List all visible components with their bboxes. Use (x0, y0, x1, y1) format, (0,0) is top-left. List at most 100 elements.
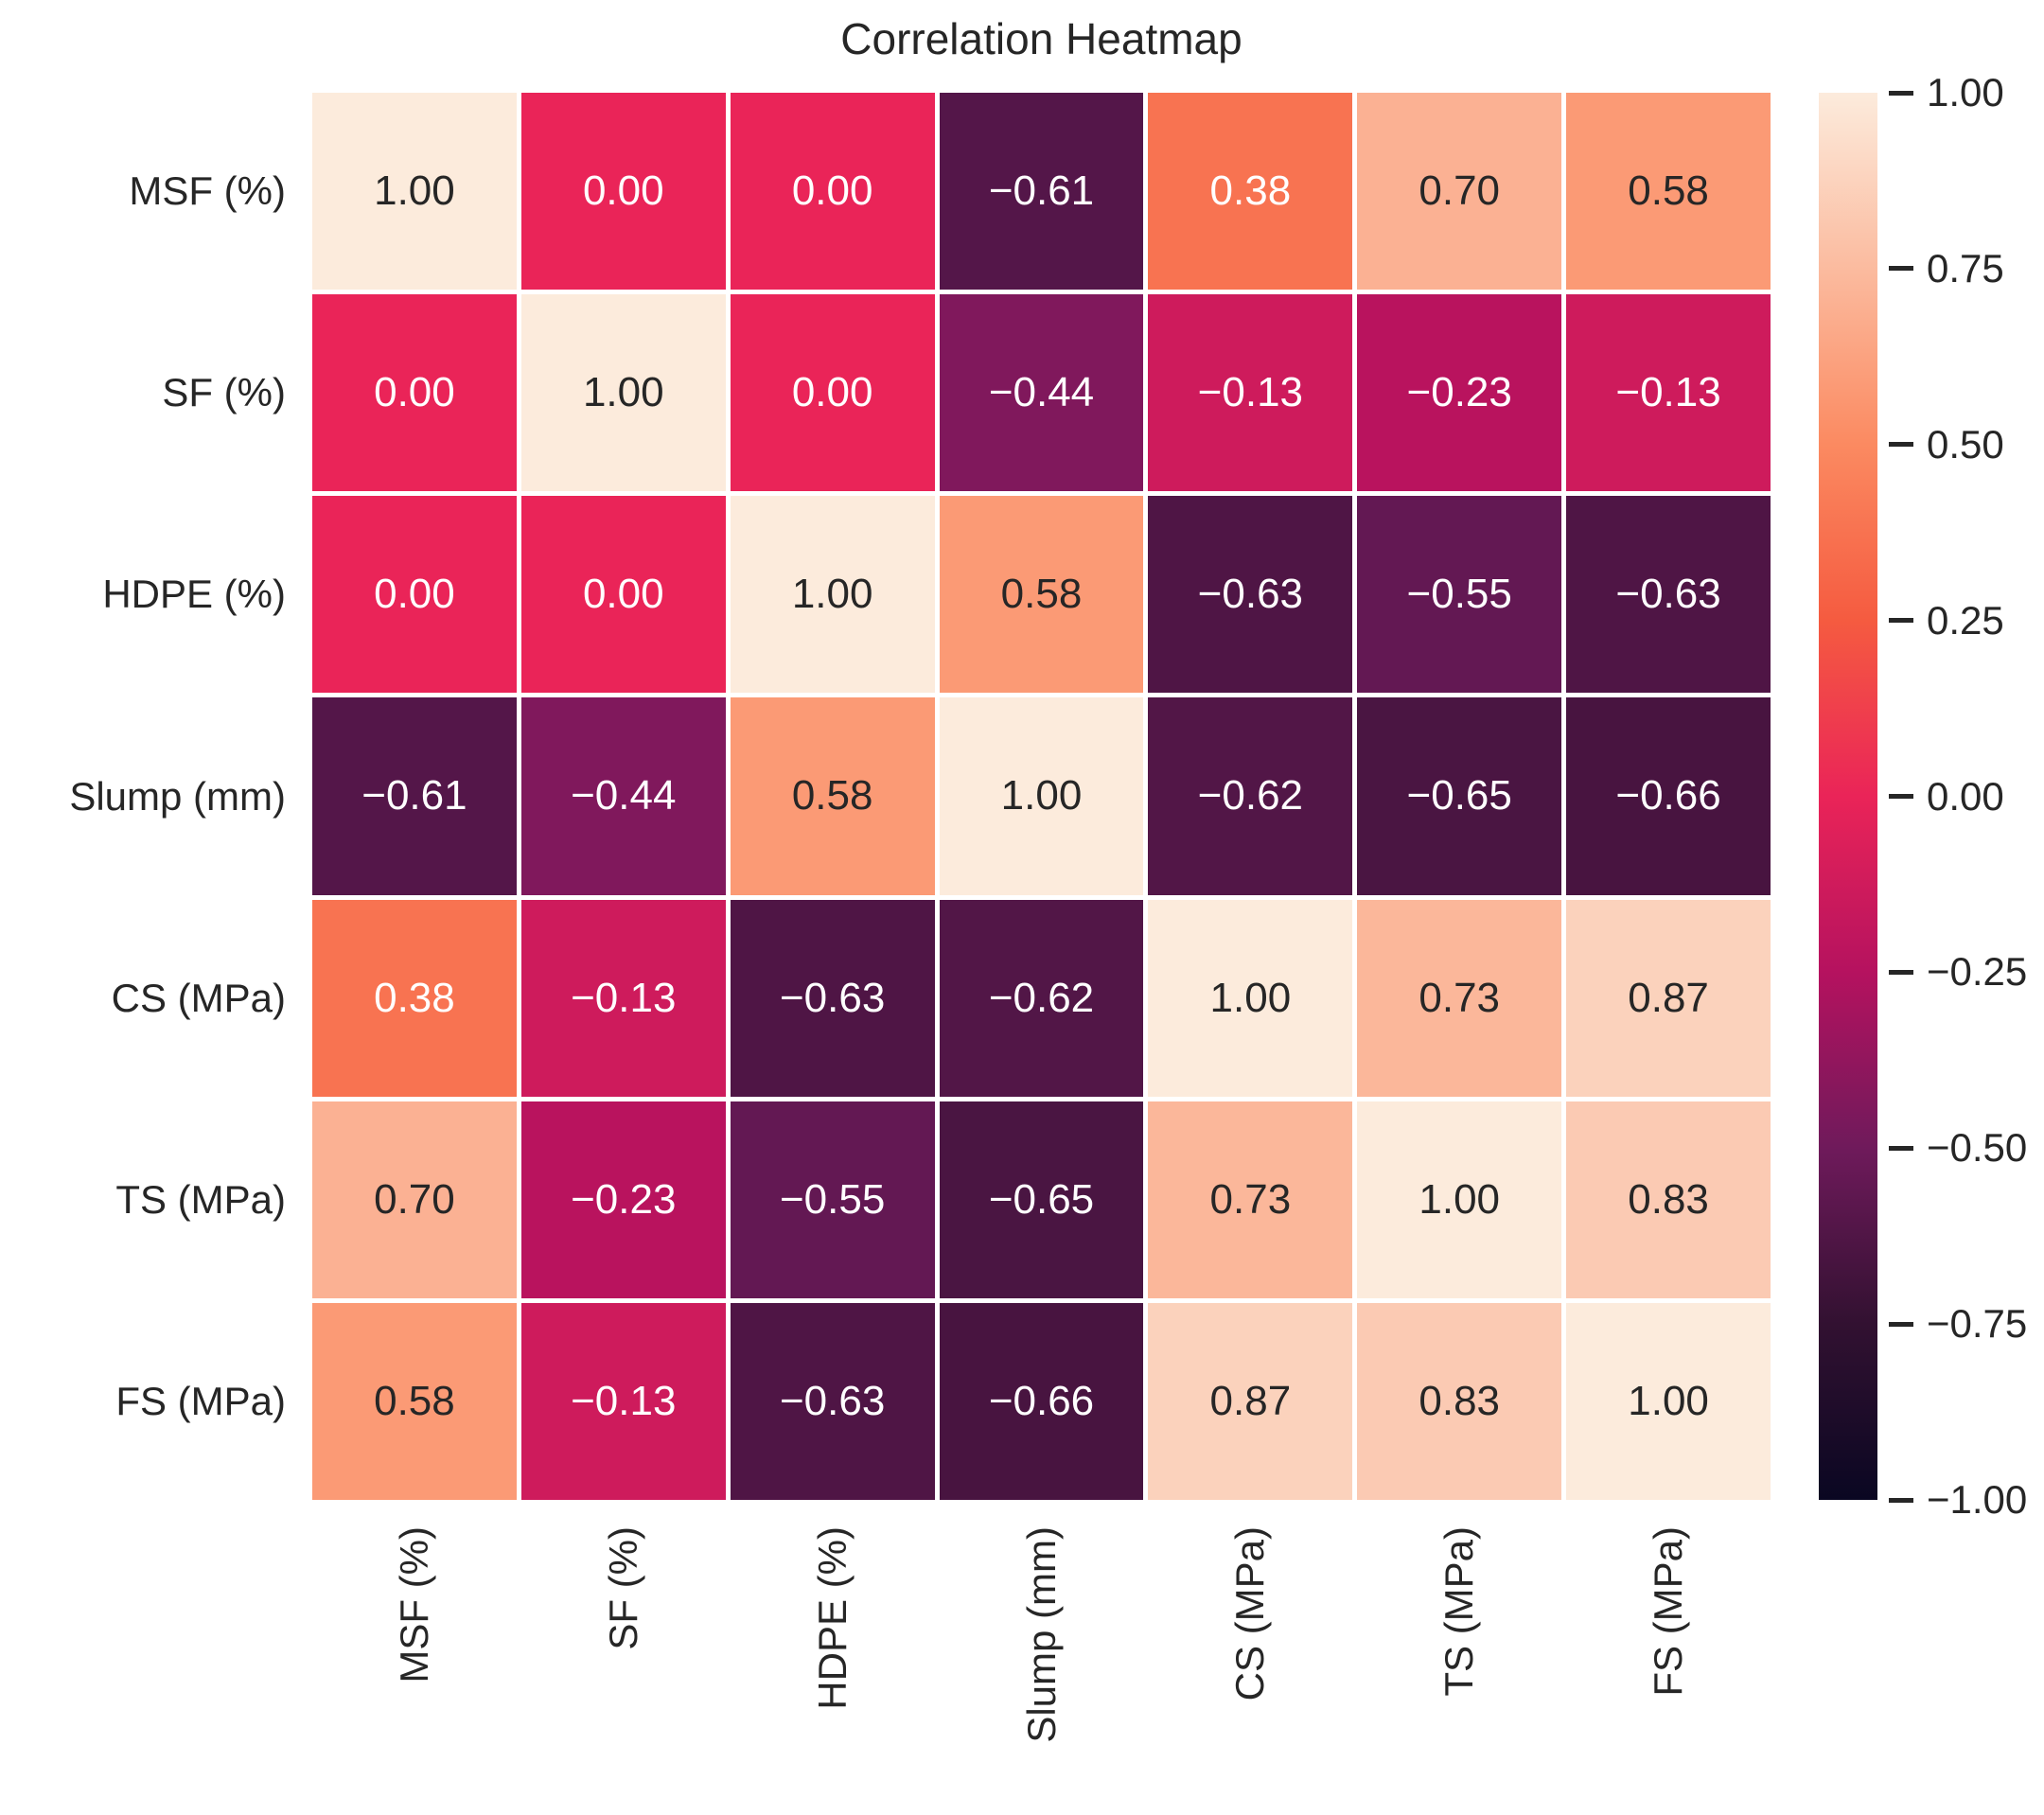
heatmap-cell: 0.73 (1357, 899, 1562, 1097)
cell-value: 0.83 (1628, 1175, 1709, 1223)
heatmap-cell: 1.00 (939, 697, 1144, 895)
heatmap-cell: 0.38 (1148, 93, 1353, 291)
x-tick-label: TS (MPa) (1436, 1526, 1482, 1697)
heatmap-cell: −0.13 (520, 899, 726, 1097)
cell-value: 0.00 (791, 369, 873, 416)
heatmap-cell: 0.83 (1566, 1101, 1771, 1298)
cell-value: −0.44 (571, 772, 677, 819)
heatmap-cell: −0.61 (939, 93, 1144, 291)
colorbar-tick-mark (1889, 1497, 1913, 1503)
heatmap-cell: −0.65 (939, 1101, 1144, 1298)
cell-value: −0.62 (988, 974, 1095, 1021)
heatmap-cell: 0.00 (520, 496, 726, 694)
colorbar-tick-mark (1889, 794, 1913, 799)
colorbar-tick-mark (1889, 442, 1913, 448)
cell-value: −0.63 (779, 974, 886, 1021)
cell-value: 0.87 (1209, 1377, 1292, 1424)
cell-value: −0.13 (571, 974, 677, 1021)
cell-value: −0.66 (988, 1377, 1095, 1424)
heatmap-cell: 0.00 (730, 294, 935, 492)
heatmap-cell: 0.00 (520, 93, 726, 291)
heatmap-cell: 1.00 (312, 93, 517, 291)
heatmap-cell: −0.62 (1148, 697, 1353, 895)
heatmap-cell: 1.00 (730, 496, 935, 694)
colorbar-tick-mark (1889, 1145, 1913, 1151)
cell-value: 0.83 (1418, 1377, 1501, 1424)
cell-value: 0.58 (1000, 571, 1083, 618)
heatmap-cell: −0.61 (312, 697, 517, 895)
y-tick-label: MSF (%) (129, 168, 286, 214)
cell-value: −0.63 (1615, 571, 1721, 618)
heatmap-cell: −0.13 (1148, 294, 1353, 492)
heatmap-cell: 0.73 (1148, 1101, 1353, 1298)
x-tick-label: SF (%) (600, 1526, 645, 1650)
colorbar-tick-label: 1.00 (1927, 70, 2004, 115)
heatmap-cell: −0.23 (1357, 294, 1562, 492)
cell-value: 0.70 (374, 1175, 455, 1223)
colorbar-tick-mark (1889, 266, 1913, 272)
heatmap-cell: −0.13 (520, 1302, 726, 1500)
heatmap-cell: −0.63 (730, 899, 935, 1097)
colorbar-tick-label: −1.00 (1927, 1477, 2028, 1522)
heatmap-cell: 0.58 (939, 496, 1144, 694)
cell-value: −0.63 (1197, 571, 1304, 618)
y-tick-label: Slump (mm) (69, 773, 286, 819)
cell-value: 1.00 (1000, 772, 1083, 819)
colorbar-tick-mark (1889, 1321, 1913, 1327)
heatmap-cell: 0.00 (730, 93, 935, 291)
y-tick-label: CS (MPa) (111, 975, 286, 1020)
x-tick-label: CS (MPa) (1227, 1526, 1273, 1701)
cell-value: 1.00 (791, 571, 873, 618)
heatmap-cell: 0.58 (1566, 93, 1771, 291)
cell-value: −0.65 (1406, 772, 1512, 819)
cell-value: 1.00 (1628, 1377, 1709, 1424)
heatmap-cell: 0.58 (730, 697, 935, 895)
heatmap-cell: −0.44 (520, 697, 726, 895)
cell-value: 0.38 (1209, 167, 1292, 215)
colorbar-tick-label: −0.25 (1927, 949, 2028, 995)
cell-value: −0.13 (1197, 369, 1304, 416)
colorbar-tick-mark (1889, 618, 1913, 624)
cell-value: 0.00 (791, 167, 873, 215)
cell-value: 1.00 (582, 369, 664, 416)
heatmap-cell: −0.55 (1357, 496, 1562, 694)
colorbar-tick-label: 0.75 (1927, 245, 2004, 291)
heatmap-cell: 1.00 (1148, 899, 1353, 1097)
heatmap-cell: 0.83 (1357, 1302, 1562, 1500)
y-tick-label: SF (%) (162, 370, 286, 415)
cell-value: −0.13 (1615, 369, 1721, 416)
heatmap-cell: −0.44 (939, 294, 1144, 492)
cell-value: 0.58 (1628, 167, 1709, 215)
cell-value: −0.44 (988, 369, 1095, 416)
cell-value: 0.58 (791, 772, 873, 819)
cell-value: 1.00 (1418, 1175, 1501, 1223)
colorbar-tick-label: −0.75 (1927, 1301, 2028, 1347)
heatmap-cell: 0.00 (312, 496, 517, 694)
heatmap-cell: −0.62 (939, 899, 1144, 1097)
cell-value: −0.13 (571, 1377, 677, 1424)
heatmap-cell: 1.00 (1566, 1302, 1771, 1500)
heatmap-cell: −0.13 (1566, 294, 1771, 492)
cell-value: 1.00 (374, 167, 455, 215)
cell-value: −0.55 (1406, 571, 1512, 618)
cell-value: −0.61 (361, 772, 467, 819)
heatmap-cell: −0.66 (939, 1302, 1144, 1500)
x-tick-label: FS (MPa) (1646, 1526, 1691, 1697)
heatmap-cell: 0.87 (1566, 899, 1771, 1097)
x-tick-label: Slump (mm) (1018, 1526, 1064, 1743)
cell-value: 0.87 (1628, 974, 1709, 1021)
x-tick-label: MSF (%) (391, 1526, 436, 1683)
heatmap-cell: 0.70 (1357, 93, 1562, 291)
cell-value: −0.66 (1615, 772, 1721, 819)
y-tick-label: HDPE (%) (102, 572, 286, 617)
cell-value: −0.23 (1406, 369, 1512, 416)
heatmap-cell: 0.00 (312, 294, 517, 492)
heatmap-cell: −0.63 (730, 1302, 935, 1500)
cell-value: 0.70 (1418, 167, 1501, 215)
heatmap-cell: 1.00 (520, 294, 726, 492)
cell-value: 1.00 (1209, 974, 1292, 1021)
heatmap-cell: 0.38 (312, 899, 517, 1097)
colorbar-tick-label: 0.50 (1927, 421, 2004, 467)
heatmap-cell: −0.63 (1566, 496, 1771, 694)
